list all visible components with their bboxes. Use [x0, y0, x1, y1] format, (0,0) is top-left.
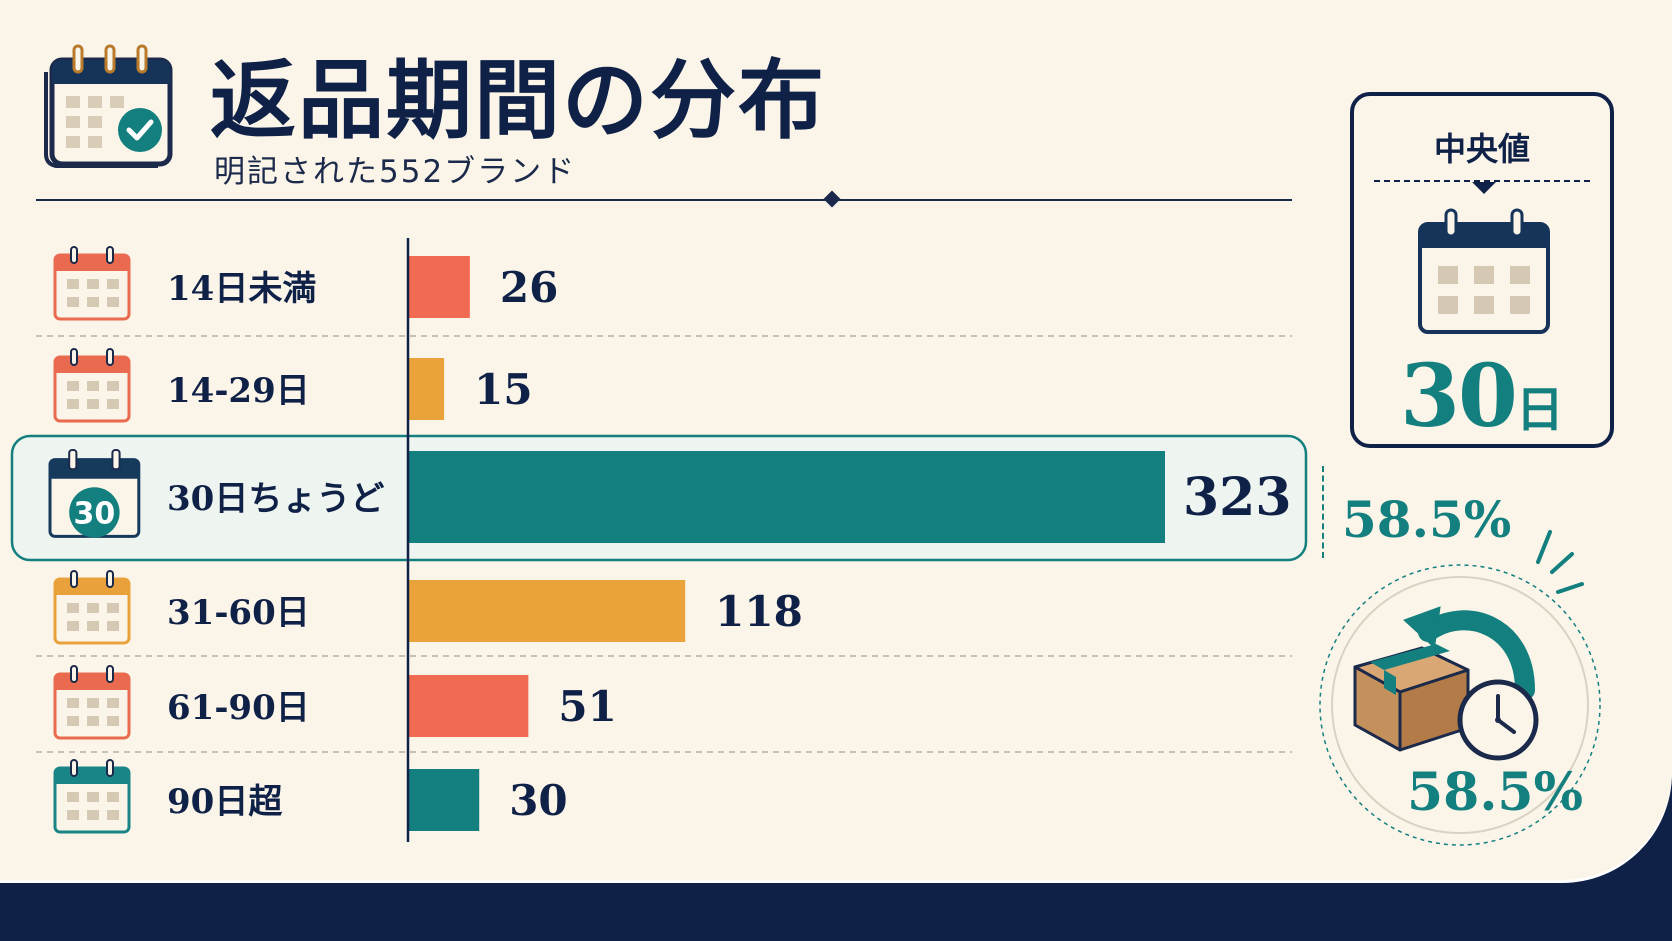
median-caret — [1472, 182, 1496, 194]
page-title: 返品期間の分布 — [210, 50, 826, 151]
calendar-icon — [1418, 208, 1550, 334]
value-label: 30 — [509, 776, 567, 825]
bar — [409, 451, 1165, 543]
category-label: 31-60日 — [167, 593, 310, 633]
highlight-icon-label: 30 — [74, 496, 116, 531]
category-label: 14日未満 — [167, 269, 316, 309]
calendar-check-icon — [44, 44, 173, 168]
bar — [409, 256, 470, 318]
bar — [409, 358, 445, 420]
calendar-icon: 30 — [48, 449, 141, 538]
return-box-clock-icon — [1319, 530, 1601, 846]
share-percent-ring: 58.5% — [1406, 762, 1584, 823]
share-connector-line — [1322, 466, 1324, 558]
value-label: 26 — [500, 263, 558, 312]
median-card: 中央値 30日 — [1350, 92, 1614, 448]
bar — [409, 769, 480, 831]
calendar-icon — [53, 570, 131, 645]
median-value-number: 30 — [1400, 346, 1518, 447]
calendar-icon — [53, 246, 131, 321]
title-divider — [36, 199, 1292, 201]
share-percent-label: 58.5% — [1342, 490, 1512, 549]
category-label: 14-29日 — [167, 371, 310, 411]
calendar-icon — [53, 759, 131, 834]
median-divider — [1374, 180, 1590, 182]
value-label: 51 — [558, 682, 616, 731]
page-subtitle: 明記された552ブランド — [214, 154, 577, 190]
bar-chart: 14日未満 26 14-29日 15 30 30日ちょうど 323 31-60日 118 61-9… — [10, 238, 1308, 842]
category-label: 90日超 — [167, 782, 283, 822]
median-value-unit: 日 — [1515, 382, 1564, 438]
value-label: 15 — [474, 365, 532, 414]
bar — [409, 675, 529, 737]
category-label: 30日ちょうど — [167, 479, 384, 519]
category-label: 61-90日 — [167, 688, 310, 728]
median-label: 中央値 — [1433, 130, 1530, 168]
calendar-icon — [53, 665, 131, 740]
median-value: 30日 — [1354, 346, 1610, 447]
calendar-icon — [53, 348, 131, 423]
bar — [409, 580, 686, 642]
value-label: 323 — [1183, 467, 1292, 528]
value-label: 118 — [715, 587, 803, 636]
